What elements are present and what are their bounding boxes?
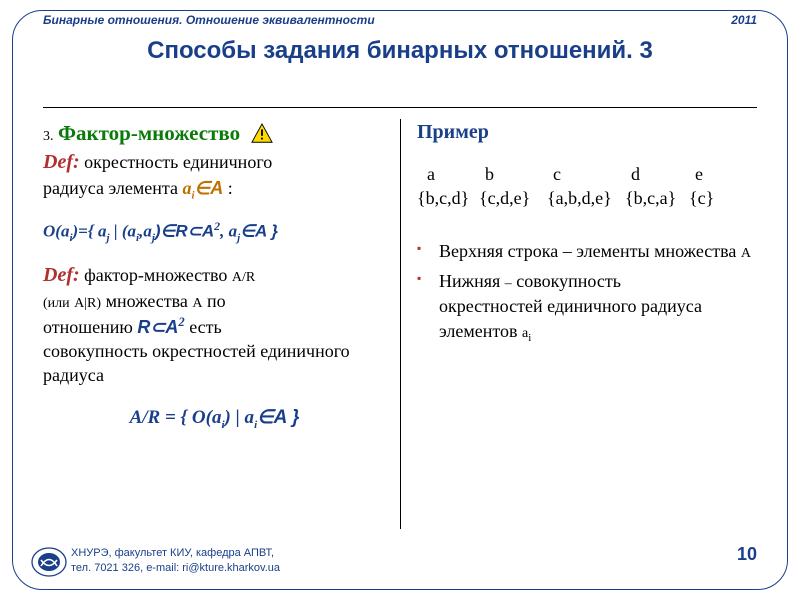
note2-ai-i: i bbox=[528, 331, 531, 343]
footer-text: ХНУРЭ, факультет КИУ, кафедра АПВТ, тел.… bbox=[71, 546, 280, 575]
val-e: {c} bbox=[689, 186, 714, 210]
def2-or: (или bbox=[43, 296, 70, 311]
factor-line: 3. Фактор-множество bbox=[43, 119, 386, 147]
hdr-c: c bbox=[547, 162, 625, 186]
f1-pre: O(a bbox=[43, 221, 69, 240]
f1-mid: )={ a bbox=[73, 221, 107, 240]
val-a: {b,c,d} bbox=[417, 186, 479, 210]
val-b: {c,d,e} bbox=[479, 186, 547, 210]
def2-f: совокупность окрестностей единичного рад… bbox=[43, 341, 350, 385]
f1-inA: ∈A } bbox=[240, 221, 278, 240]
title-underline bbox=[43, 107, 757, 108]
f2-b: ) | a bbox=[225, 407, 255, 428]
hdr-e: e bbox=[689, 162, 714, 186]
example-label: Пример bbox=[417, 119, 757, 146]
hdr-b: b bbox=[479, 162, 547, 186]
def2-rel-t: R⊂A bbox=[137, 317, 178, 337]
top-bar: Бинарные отношения. Отношение эквивалент… bbox=[43, 11, 757, 27]
formula-neighborhood: O(ai)={ aj | (ai,aj)∈R⊂A2, aj∈A } bbox=[43, 218, 386, 246]
def2-block: Def: фактор-множество A/R (или A|R) множ… bbox=[43, 262, 386, 388]
f2-c: ∈A } bbox=[257, 407, 299, 428]
f1-comma: ,a bbox=[139, 221, 152, 240]
def2-Aset: A bbox=[192, 296, 202, 311]
footer: ХНУРЭ, факультет КИУ, кафедра АПВТ, тел.… bbox=[71, 544, 757, 575]
footer-line1: ХНУРЭ, факультет КИУ, кафедра АПВТ, bbox=[71, 546, 280, 560]
ai-sym: ai∈A bbox=[182, 178, 227, 198]
f2-a: A/R = { O(a bbox=[130, 407, 222, 428]
def2-c: по bbox=[207, 291, 226, 311]
def2-AR2: A|R) bbox=[74, 296, 101, 311]
note2-dash: – bbox=[505, 276, 512, 291]
def2-rel: R⊂A2 bbox=[137, 317, 184, 337]
note2-ai: ai bbox=[522, 326, 531, 341]
factor-title: Фактор-множество bbox=[58, 121, 240, 145]
val-d: {b,c,a} bbox=[625, 186, 689, 210]
footer-line2: тел. 7021 326, e-mail: ri@kture.kharkov.… bbox=[71, 561, 280, 575]
course-title: Бинарные отношения. Отношение эквивалент… bbox=[43, 13, 375, 27]
example-values-row: {b,c,d} {c,d,e} {a,b,d,e} {b,c,a} {c} bbox=[417, 186, 714, 210]
val-c: {a,b,d,e} bbox=[547, 186, 625, 210]
def2-b: множества bbox=[106, 291, 188, 311]
right-column: Пример a b c d e {b,c,d} {c,d,e} {a,b,d,… bbox=[400, 119, 757, 529]
note-2: Нижняя – совокупность окрестностей едини… bbox=[417, 269, 757, 345]
warning-icon bbox=[251, 123, 273, 143]
item-number: 3. bbox=[43, 129, 54, 144]
content-columns: 3. Фактор-множество Def: окрестность еди… bbox=[43, 119, 757, 529]
def1-label: Def: bbox=[43, 151, 80, 173]
def2-AR: A/R bbox=[232, 270, 255, 285]
def2-d: отношению bbox=[43, 317, 133, 337]
ai-inA: ∈A bbox=[195, 178, 224, 198]
note2-c: окрестностей единичного радиуса элементо… bbox=[439, 296, 702, 340]
formula-factor-set: A/R = { O(ai) | ai∈A } bbox=[43, 405, 386, 433]
def2-label: Def: bbox=[43, 264, 80, 286]
left-column: 3. Фактор-множество Def: окрестность еди… bbox=[43, 119, 400, 529]
def2-a: фактор-множество bbox=[84, 265, 227, 285]
example-notes: Верхняя строка – элементы множества A Ни… bbox=[417, 239, 757, 346]
course-year: 2011 bbox=[731, 13, 757, 27]
note1-text: Верхняя строка – элементы множества bbox=[439, 241, 736, 261]
f1-bar: | (a bbox=[110, 221, 136, 240]
note2-b: совокупность bbox=[516, 271, 621, 291]
def1-block: Def: окрестность единичного радиуса элем… bbox=[43, 149, 386, 203]
f1-in: )∈R⊂A bbox=[155, 221, 214, 240]
def2-sq: 2 bbox=[178, 315, 184, 329]
example-table: a b c d e {b,c,d} {c,d,e} {a,b,d,e} {b,c… bbox=[417, 162, 757, 211]
hdr-d: d bbox=[625, 162, 689, 186]
def1-text-b: радиуса элемента bbox=[43, 178, 178, 198]
def2-e: есть bbox=[189, 317, 222, 337]
colon: : bbox=[228, 178, 233, 198]
university-logo bbox=[31, 547, 67, 577]
slide-frame: Бинарные отношения. Отношение эквивалент… bbox=[12, 10, 788, 590]
hdr-a: a bbox=[417, 162, 479, 186]
def1-text-a: окрестность единичного bbox=[84, 152, 272, 172]
note-1: Верхняя строка – элементы множества A bbox=[417, 239, 757, 264]
example-header-row: a b c d e bbox=[417, 162, 714, 186]
note1-A: A bbox=[741, 246, 751, 261]
page-number: 10 bbox=[737, 544, 757, 565]
f1-end: , a bbox=[220, 221, 237, 240]
note2-a: Нижняя bbox=[439, 271, 500, 291]
slide-title: Способы задания бинарных отношений. 3 bbox=[13, 37, 787, 65]
